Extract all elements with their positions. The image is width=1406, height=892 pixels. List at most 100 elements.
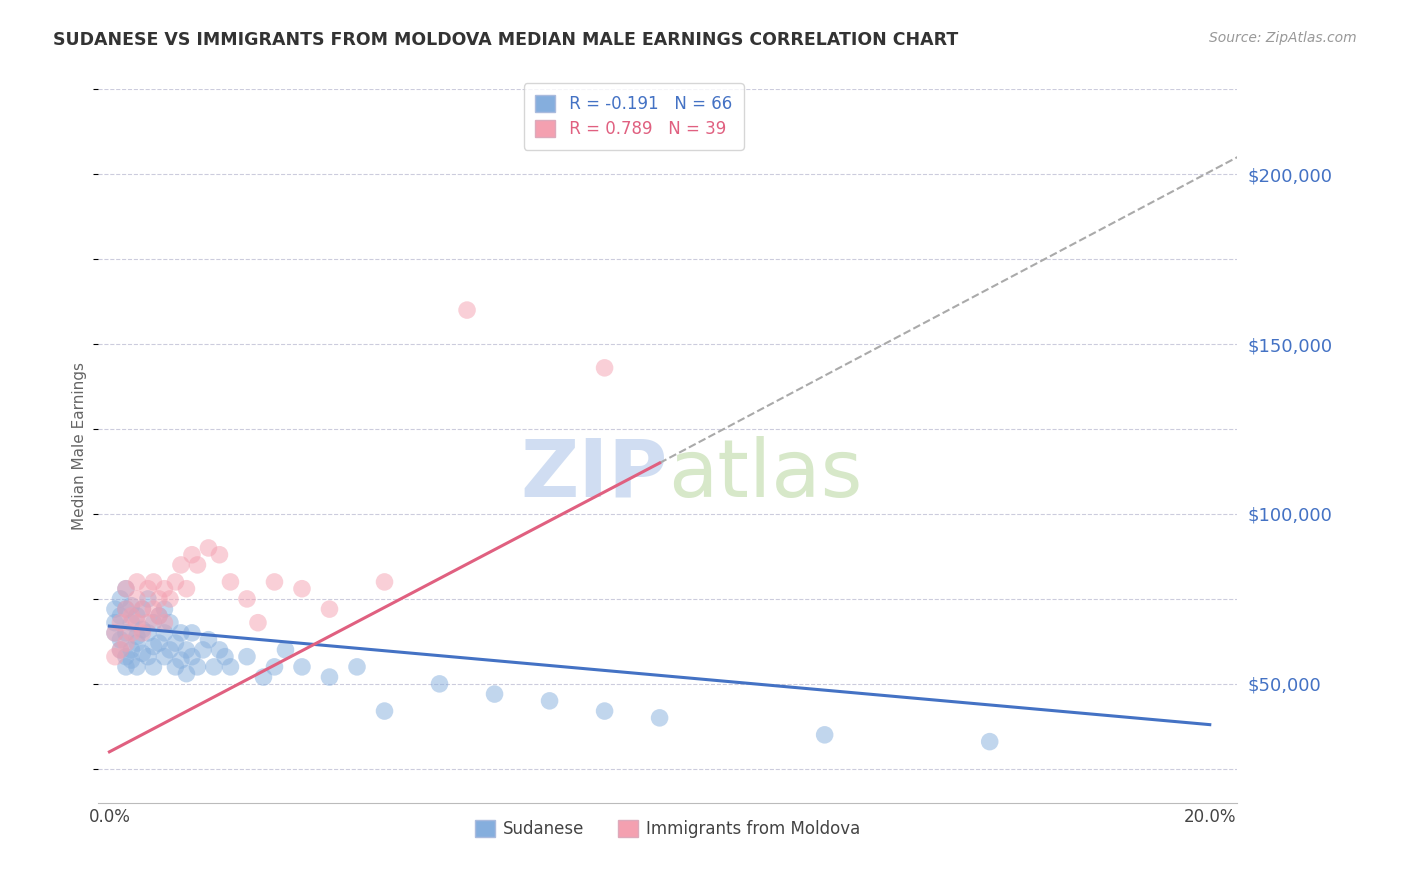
Point (120, 615, 142, 630)
Point (142, 574, 165, 589)
Point (593, 704, 616, 718)
Point (110, 643, 132, 657)
Point (110, 643, 132, 657)
Point (125, 660, 148, 674)
Point (153, 626, 176, 640)
Point (110, 615, 132, 630)
Point (148, 608, 170, 623)
Point (274, 643, 297, 657)
Point (165, 636, 187, 650)
Point (202, 660, 225, 674)
Point (291, 582, 314, 596)
Point (131, 623, 153, 637)
Text: atlas: atlas (668, 435, 862, 514)
Point (429, 677, 451, 691)
Point (131, 626, 153, 640)
Point (159, 615, 181, 630)
Point (263, 574, 285, 589)
Point (176, 643, 198, 657)
Point (136, 615, 159, 630)
Point (104, 626, 127, 640)
Point (131, 646, 153, 660)
Point (153, 615, 176, 630)
Point (120, 599, 142, 613)
Point (136, 649, 159, 664)
Point (153, 602, 176, 616)
Point (125, 615, 148, 630)
Point (181, 626, 204, 640)
Text: SUDANESE VS IMMIGRANTS FROM MOLDOVA MEDIAN MALE EARNINGS CORRELATION CHART: SUDANESE VS IMMIGRANTS FROM MOLDOVA MEDI… (53, 31, 959, 49)
Text: ZIP: ZIP (520, 435, 668, 514)
Point (110, 591, 132, 606)
Point (197, 541, 219, 555)
Point (110, 632, 132, 647)
Point (104, 649, 127, 664)
Point (648, 711, 671, 725)
Point (456, 303, 478, 318)
Point (159, 643, 181, 657)
Point (263, 660, 285, 674)
Point (191, 643, 214, 657)
Point (181, 548, 204, 562)
Text: Source: ZipAtlas.com: Source: ZipAtlas.com (1209, 31, 1357, 45)
Point (318, 602, 340, 616)
Legend: Sudanese, Immigrants from Moldova: Sudanese, Immigrants from Moldova (468, 813, 868, 845)
Point (142, 640, 165, 654)
Point (125, 574, 148, 589)
Point (104, 615, 127, 630)
Point (176, 582, 198, 596)
Point (165, 574, 187, 589)
Point (291, 660, 314, 674)
Point (104, 626, 127, 640)
Point (170, 626, 193, 640)
Point (208, 548, 231, 562)
Point (186, 558, 208, 572)
Point (170, 653, 193, 667)
Point (115, 582, 138, 596)
Point (197, 632, 219, 647)
Point (120, 608, 142, 623)
Point (236, 649, 259, 664)
Point (125, 591, 148, 606)
Point (136, 591, 159, 606)
Point (131, 602, 153, 616)
Point (593, 360, 616, 375)
Point (115, 602, 138, 616)
Point (252, 670, 274, 684)
Point (153, 582, 176, 596)
Point (142, 660, 165, 674)
Point (148, 591, 170, 606)
Point (181, 649, 204, 664)
Point (484, 687, 506, 701)
Point (115, 636, 138, 650)
Point (538, 694, 561, 708)
Point (148, 636, 170, 650)
Point (159, 591, 181, 606)
Point (115, 660, 138, 674)
Point (125, 636, 148, 650)
Point (165, 660, 187, 674)
Point (153, 649, 176, 664)
Point (125, 629, 148, 643)
Point (125, 608, 148, 623)
Point (142, 602, 165, 616)
Point (148, 608, 170, 623)
Point (236, 591, 259, 606)
Point (814, 728, 837, 742)
Point (318, 670, 340, 684)
Point (186, 660, 208, 674)
Point (142, 615, 165, 630)
Point (115, 582, 138, 596)
Point (120, 653, 142, 667)
Point (373, 574, 395, 589)
Point (120, 643, 142, 657)
Point (346, 660, 368, 674)
Point (208, 643, 231, 657)
Point (120, 626, 142, 640)
Point (214, 649, 236, 664)
Point (219, 574, 242, 589)
Point (110, 608, 132, 623)
Point (246, 615, 269, 630)
Point (115, 602, 138, 616)
Y-axis label: Median Male Earnings: Median Male Earnings (72, 362, 87, 530)
